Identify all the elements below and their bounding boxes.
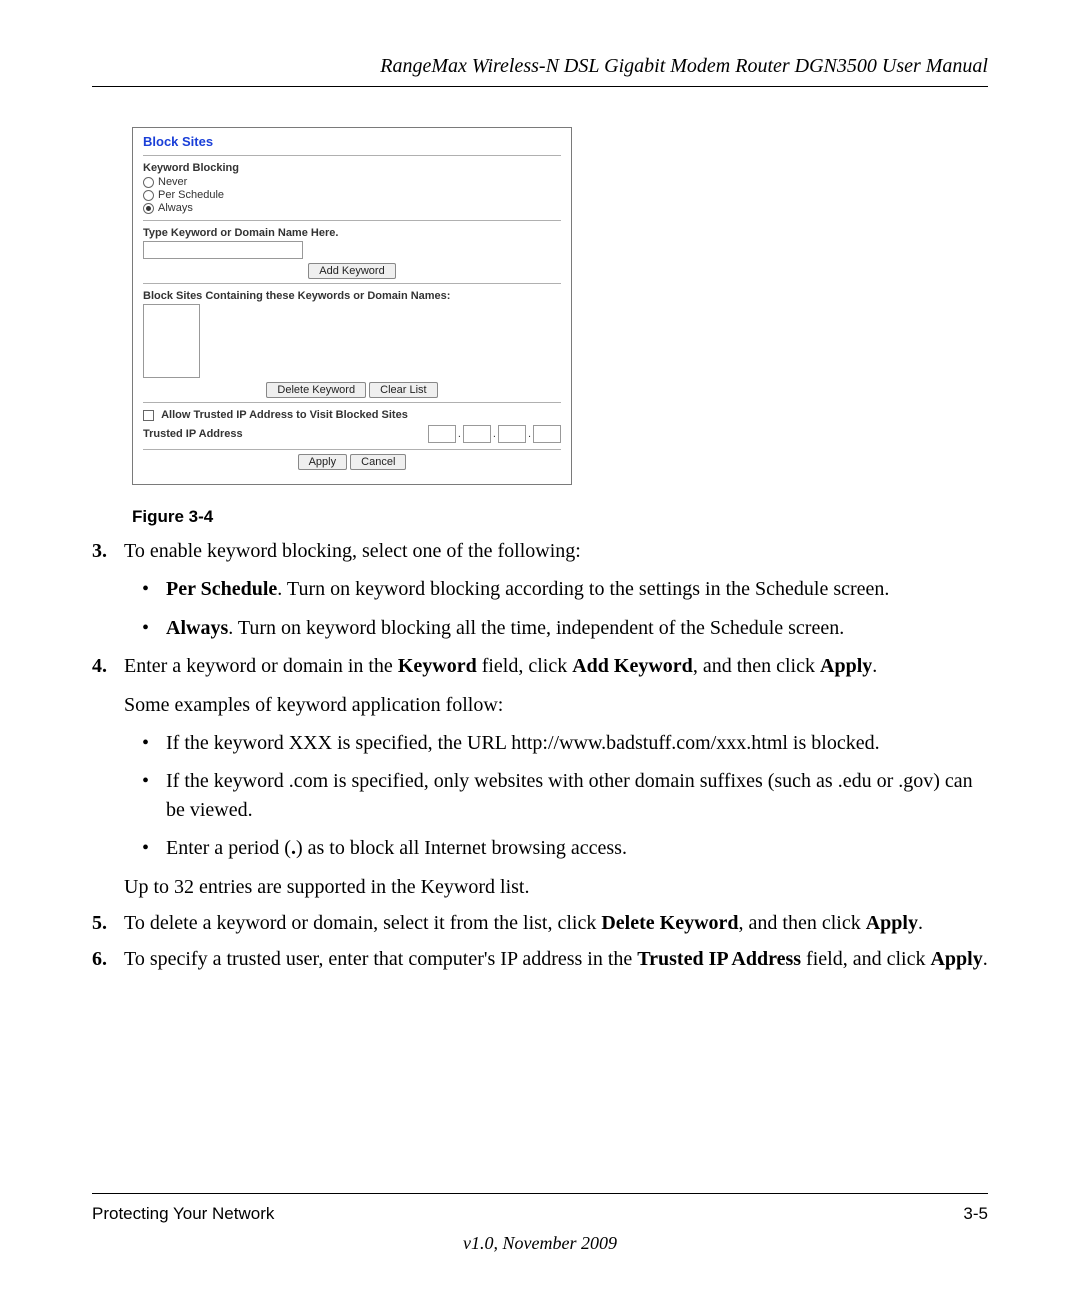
step-text: To specify a trusted user, enter that co… [124, 945, 988, 973]
divider [143, 402, 561, 403]
trusted-ip-label: Trusted IP Address [143, 428, 243, 440]
page: RangeMax Wireless-N DSL Gigabit Modem Ro… [0, 0, 1080, 1296]
body-text: 3. To enable keyword blocking, select on… [92, 537, 988, 974]
footer-rule [92, 1193, 988, 1194]
block-list-label: Block Sites Containing these Keywords or… [143, 290, 561, 302]
bullet-icon: • [142, 575, 166, 603]
bullet-text: . Turn on keyword blocking all the time,… [228, 617, 844, 639]
step-number: 4. [92, 652, 124, 680]
keyword-blocking-label: Keyword Blocking [143, 162, 561, 174]
ip-octet-4[interactable] [533, 425, 561, 443]
divider [143, 283, 561, 284]
examples-intro: Some examples of keyword application fol… [124, 691, 988, 719]
radio-never[interactable]: Never [143, 176, 561, 188]
radio-label: Per Schedule [158, 189, 224, 201]
add-keyword-button[interactable]: Add Keyword [308, 263, 395, 279]
step-number: 3. [92, 537, 124, 565]
ip-octet-1[interactable] [428, 425, 456, 443]
radio-label: Never [158, 176, 187, 188]
ip-octet-3[interactable] [498, 425, 526, 443]
divider [143, 155, 561, 156]
header-rule [92, 86, 988, 87]
apply-button[interactable]: Apply [298, 454, 348, 470]
step-5: 5. To delete a keyword or domain, select… [92, 909, 988, 937]
bold-term: Per Schedule [166, 578, 277, 600]
bullet-text: If the keyword XXX is specified, the URL… [166, 729, 988, 757]
bullet-icon: • [142, 729, 166, 757]
step-4-bullets: • If the keyword XXX is specified, the U… [142, 729, 988, 863]
allow-trusted-checkbox[interactable] [143, 410, 154, 421]
block-sites-screenshot: Block Sites Keyword Blocking Never Per S… [132, 127, 572, 485]
list-item: • If the keyword .com is specified, only… [142, 767, 988, 824]
radio-icon [143, 190, 154, 201]
list-item: • Always. Turn on keyword blocking all t… [142, 614, 988, 642]
step-4: 4. Enter a keyword or domain in the Keyw… [92, 652, 988, 680]
panel-title: Block Sites [143, 134, 561, 149]
step-number: 6. [92, 945, 124, 973]
list-item: • Per Schedule. Turn on keyword blocking… [142, 575, 988, 603]
footer-version: v1.0, November 2009 [0, 1233, 1080, 1254]
bullet-icon: • [142, 767, 166, 824]
radio-always[interactable]: Always [143, 202, 561, 214]
keyword-input[interactable] [143, 241, 303, 259]
cancel-button[interactable]: Cancel [350, 454, 406, 470]
divider [143, 220, 561, 221]
step-6: 6. To specify a trusted user, enter that… [92, 945, 988, 973]
ip-octet-2[interactable] [463, 425, 491, 443]
step-number: 5. [92, 909, 124, 937]
bold-term: Always [166, 617, 228, 639]
radio-icon [143, 177, 154, 188]
list-item: • Enter a period (.) as to block all Int… [142, 834, 988, 862]
step-3: 3. To enable keyword blocking, select on… [92, 537, 988, 565]
keyword-listbox[interactable] [143, 304, 200, 378]
step-text: To delete a keyword or domain, select it… [124, 909, 988, 937]
radio-per-schedule[interactable]: Per Schedule [143, 189, 561, 201]
footer-page: 3-5 [963, 1204, 988, 1224]
clear-list-button[interactable]: Clear List [369, 382, 437, 398]
delete-keyword-button[interactable]: Delete Keyword [266, 382, 366, 398]
allow-trusted-row: Allow Trusted IP Address to Visit Blocke… [143, 409, 561, 421]
bullet-text: If the keyword .com is specified, only w… [166, 767, 988, 824]
bullet-icon: • [142, 834, 166, 862]
limit-note: Up to 32 entries are supported in the Ke… [124, 873, 988, 901]
bullet-icon: • [142, 614, 166, 642]
type-keyword-label: Type Keyword or Domain Name Here. [143, 227, 561, 239]
bullet-text: . Turn on keyword blocking according to … [277, 578, 889, 600]
footer-section: Protecting Your Network [92, 1204, 274, 1224]
divider [143, 449, 561, 450]
step-text: To enable keyword blocking, select one o… [124, 537, 988, 565]
step-text: Enter a keyword or domain in the Keyword… [124, 652, 988, 680]
list-item: • If the keyword XXX is specified, the U… [142, 729, 988, 757]
ip-fields: . . . [428, 425, 561, 443]
footer-row: Protecting Your Network 3-5 [92, 1204, 988, 1224]
header-title: RangeMax Wireless-N DSL Gigabit Modem Ro… [92, 55, 988, 78]
radio-icon [143, 203, 154, 214]
step-3-bullets: • Per Schedule. Turn on keyword blocking… [142, 575, 988, 642]
figure-label: Figure 3-4 [132, 507, 988, 527]
trusted-ip-row: Trusted IP Address . . . [143, 425, 561, 443]
radio-label: Always [158, 202, 193, 214]
bullet-text: Enter a period (.) as to block all Inter… [166, 834, 988, 862]
allow-trusted-label: Allow Trusted IP Address to Visit Blocke… [161, 409, 408, 421]
